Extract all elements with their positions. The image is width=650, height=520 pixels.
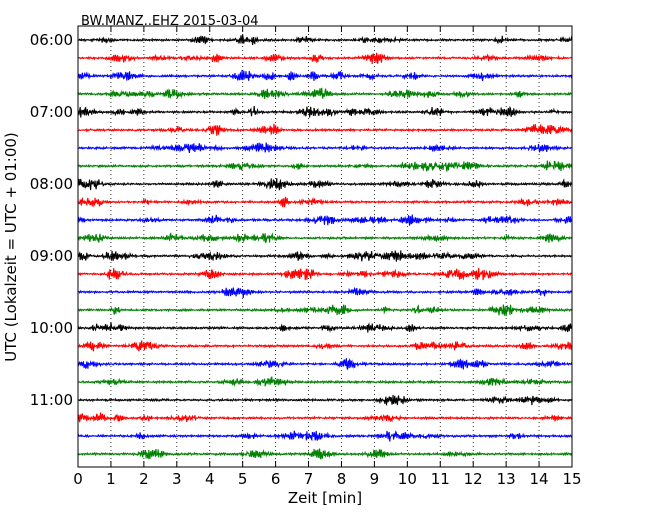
x-tick-label: 3 xyxy=(172,470,182,488)
trace-line xyxy=(77,232,573,244)
x-tick-label: 2 xyxy=(139,470,149,488)
trace-line xyxy=(77,394,573,406)
trace-line xyxy=(77,123,573,136)
y-tick-label: 09:00 xyxy=(30,247,73,265)
x-tick-label: 0 xyxy=(73,470,83,488)
chart-title: BW.MANZ..EHZ 2015-03-04 xyxy=(81,14,259,29)
y-tick-label: 08:00 xyxy=(30,175,73,193)
x-tick-label: 9 xyxy=(370,470,380,488)
trace-line xyxy=(77,160,573,172)
x-tick-label: 12 xyxy=(464,470,483,488)
x-tick-label: 10 xyxy=(398,470,417,488)
trace-line xyxy=(77,196,573,208)
trace-line xyxy=(77,448,573,460)
y-axis-label: UTC (Lokalzeit = UTC + 01:00) xyxy=(2,132,20,362)
x-tick-label: 11 xyxy=(431,470,450,488)
y-tick-label: 10:00 xyxy=(30,319,73,337)
seismic-traces xyxy=(77,34,573,460)
trace-line xyxy=(77,105,573,118)
trace-line xyxy=(77,178,573,191)
y-tick-label: 07:00 xyxy=(30,103,73,121)
trace-line xyxy=(77,52,573,64)
trace-line xyxy=(77,69,573,82)
x-tick-label: 15 xyxy=(562,470,581,488)
x-tick-label: 13 xyxy=(497,470,516,488)
trace-line xyxy=(77,214,573,226)
x-tick-label: 1 xyxy=(106,470,116,488)
trace-line xyxy=(77,304,573,317)
trace-line xyxy=(77,87,573,99)
x-axis: 0 1 2 3 4 5 6 7 8 9 10 11 12 13 14 15 xyxy=(73,26,582,488)
y-tick-label: 06:00 xyxy=(30,31,73,49)
x-tick-label: 8 xyxy=(337,470,347,488)
trace-line xyxy=(77,357,573,370)
trace-line xyxy=(77,376,573,388)
trace-line xyxy=(77,340,573,352)
trace-line xyxy=(77,412,573,423)
trace-line xyxy=(77,322,573,333)
x-tick-label: 14 xyxy=(530,470,549,488)
trace-line xyxy=(77,430,573,442)
y-axis: 06:00 07:00 08:00 09:00 10:00 11:00 xyxy=(30,31,572,409)
x-tick-label: 5 xyxy=(238,470,248,488)
x-tick-label: 7 xyxy=(304,470,314,488)
grid-lines xyxy=(110,26,540,467)
trace-line xyxy=(77,268,573,281)
x-tick-label: 6 xyxy=(271,470,281,488)
trace-line xyxy=(77,250,573,262)
trace-line xyxy=(77,286,573,299)
trace-line xyxy=(77,34,573,46)
trace-line xyxy=(77,142,573,154)
x-tick-label: 4 xyxy=(205,470,215,488)
plot-frame xyxy=(77,25,573,468)
x-axis-label: Zeit [min] xyxy=(288,489,362,507)
y-tick-label: 11:00 xyxy=(30,391,73,409)
